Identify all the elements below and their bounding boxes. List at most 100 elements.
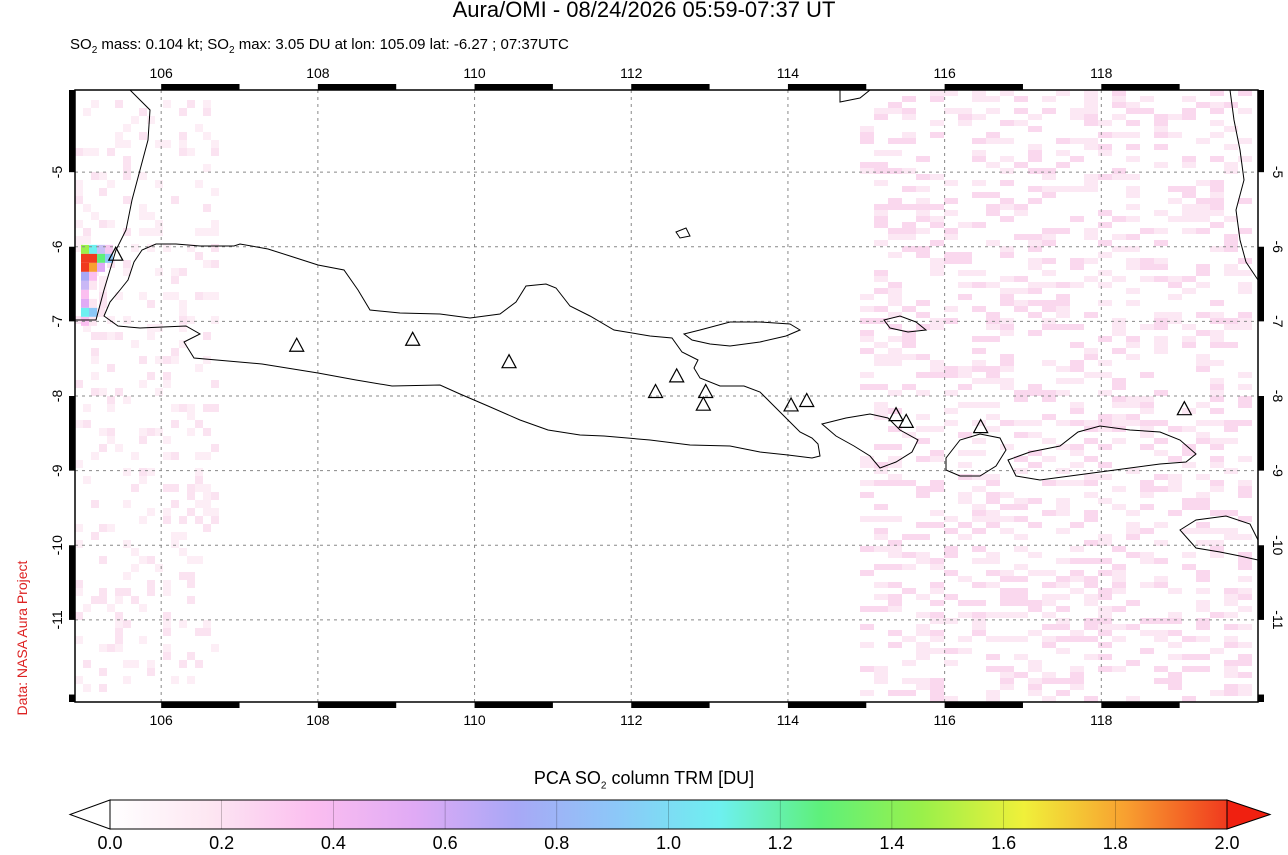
- so2-pixel: [1210, 528, 1224, 534]
- so2-pixel: [203, 404, 211, 412]
- so2-pixel: [107, 220, 115, 228]
- volcano-triangle-icon: [972, 418, 989, 434]
- so2-pixel: [1014, 234, 1028, 240]
- so2-pixel: [902, 636, 916, 642]
- so2-pixel: [1210, 612, 1224, 618]
- so2-pixel: [958, 372, 972, 378]
- so2-pixel: [1182, 462, 1196, 468]
- so2-pixel: [888, 444, 902, 450]
- so2-pixel: [986, 570, 1000, 576]
- so2-pixel: [874, 216, 888, 222]
- so2-pixel: [1000, 612, 1014, 618]
- so2-pixel: [187, 492, 195, 500]
- so2-pixel: [147, 556, 155, 564]
- so2-pixel: [860, 570, 874, 576]
- so2-pixel: [916, 372, 930, 378]
- so2-pixel: [1224, 642, 1238, 648]
- lon-tick-top: 106: [149, 65, 173, 81]
- so2-pixel: [958, 462, 972, 468]
- so2-pixel: [1224, 534, 1238, 540]
- so2-pixel: [1056, 618, 1070, 624]
- so2-pixel: [1238, 108, 1252, 114]
- so2-pixel: [1000, 90, 1014, 96]
- so2-pixel: [888, 282, 902, 288]
- so2-pixel: [1196, 138, 1210, 144]
- so2-pixel: [107, 364, 115, 372]
- so2-pixel: [187, 572, 195, 580]
- so2-pixel: [888, 516, 902, 522]
- so2-pixel: [1084, 426, 1098, 432]
- so2-pixel: [888, 456, 902, 462]
- so2-pixel: [1182, 552, 1196, 558]
- so2-pixel: [902, 108, 916, 114]
- so2-pixel: [902, 564, 916, 570]
- so2-pixel: [930, 648, 944, 654]
- so2-pixel: [1098, 210, 1112, 216]
- so2-pixel: [1224, 144, 1238, 150]
- so2-pixel: [972, 486, 986, 492]
- so2-pixel: [1098, 360, 1112, 366]
- so2-pixel: [163, 380, 171, 388]
- so2-pixel: [1182, 498, 1196, 504]
- so2-pixel: [1070, 684, 1084, 690]
- so2-pixel: [916, 204, 930, 210]
- so2-pixel: [1238, 576, 1252, 582]
- so2-pixel: [874, 534, 888, 540]
- so2-pixel: [972, 366, 986, 372]
- so2-pixel: [1014, 564, 1028, 570]
- so2-pixel: [1028, 390, 1042, 396]
- so2-pixel: [1056, 690, 1070, 696]
- frame-bar-top: [317, 84, 397, 90]
- so2-pixel: [1056, 378, 1070, 384]
- so2-pixel: [139, 228, 147, 236]
- so2-pixel: [1056, 636, 1070, 642]
- so2-pixel: [89, 271, 97, 281]
- lon-tick-bottom: 116: [933, 712, 956, 728]
- so2-pixel: [1210, 186, 1224, 192]
- so2-pixel: [1056, 162, 1070, 168]
- so2-pixel: [1210, 510, 1224, 516]
- so2-pixel: [1056, 300, 1070, 306]
- so2-pixel: [163, 292, 171, 300]
- so2-pixel: [163, 436, 171, 444]
- so2-pixel: [139, 436, 147, 444]
- so2-pixel: [1238, 384, 1252, 390]
- so2-pixel: [1112, 420, 1126, 426]
- so2-pixel: [139, 556, 147, 564]
- so2-pixel: [930, 564, 944, 570]
- so2-pixel: [1224, 270, 1238, 276]
- so2-pixel: [958, 522, 972, 528]
- so2-pixel: [1154, 240, 1168, 246]
- so2-pixel: [916, 678, 930, 684]
- so2-pixel: [1084, 120, 1098, 126]
- sumba-coastline: [1179, 515, 1258, 561]
- so2-pixel: [171, 484, 179, 492]
- so2-pixel: [147, 244, 155, 252]
- so2-pixel: [99, 220, 107, 228]
- so2-pixel: [1182, 504, 1196, 510]
- so2-pixel: [1056, 504, 1070, 510]
- so2-pixel: [972, 270, 986, 276]
- so2-pixel: [1238, 642, 1252, 648]
- so2-pixel: [171, 292, 179, 300]
- so2-pixel: [930, 120, 944, 126]
- so2-pixel: [1154, 228, 1168, 234]
- so2-pixel: [916, 630, 930, 636]
- so2-pixel: [1056, 138, 1070, 144]
- so2-pixel: [986, 498, 1000, 504]
- so2-pixel: [1154, 618, 1168, 624]
- so2-pixel: [115, 628, 123, 636]
- so2-pixel: [1210, 336, 1224, 342]
- so2-pixel: [163, 508, 171, 516]
- so2-pixel: [1000, 504, 1014, 510]
- so2-pixel: [1056, 606, 1070, 612]
- so2-pixel: [1168, 114, 1182, 120]
- so2-pixel: [155, 324, 163, 332]
- so2-pixel: [1098, 498, 1112, 504]
- so2-pixel: [860, 330, 874, 336]
- so2-pixel: [944, 420, 958, 426]
- so2-pixel: [874, 162, 888, 168]
- so2-pixel: [99, 524, 107, 532]
- so2-pixel: [1098, 654, 1112, 660]
- so2-pixel: [1210, 210, 1224, 216]
